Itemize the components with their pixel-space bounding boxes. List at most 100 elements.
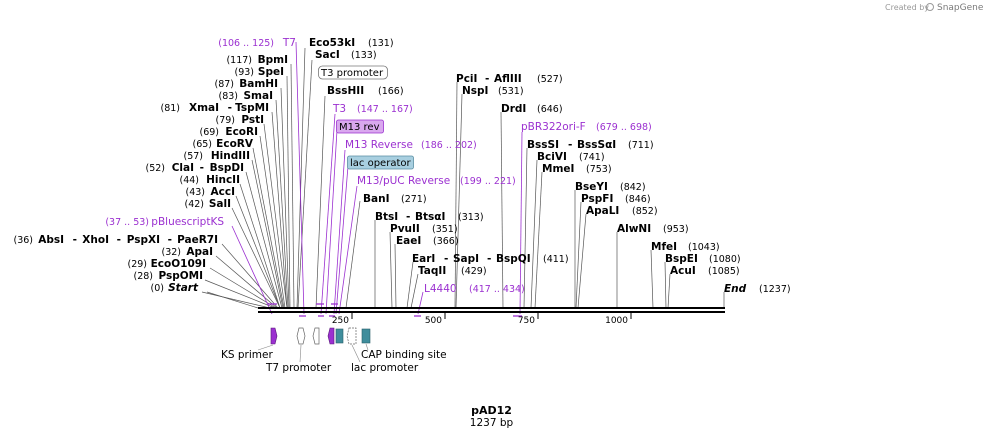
site-mmei[interactable]: MmeI bbox=[542, 163, 574, 175]
m13-rev-box bbox=[336, 119, 384, 134]
primer-pbr322ori-label[interactable]: pBR322ori-F bbox=[521, 121, 586, 133]
site-sapi[interactable]: SapI bbox=[453, 253, 479, 265]
t7-promoter-arrow-icon[interactable] bbox=[296, 327, 306, 345]
primer-t7-label[interactable]: T7 bbox=[282, 37, 296, 49]
site-btsai[interactable]: BtsαI bbox=[415, 211, 445, 223]
primer-m13puc-label[interactable]: M13/pUC Reverse bbox=[357, 175, 450, 187]
site-pvuii[interactable]: PvuII bbox=[390, 223, 420, 235]
t3-promoter-box bbox=[318, 65, 388, 80]
primer-leader-lines bbox=[231, 41, 523, 315]
site-acci[interactable]: AccI bbox=[211, 186, 235, 198]
site-xmai-pos: (81) bbox=[160, 103, 180, 114]
site-bcivi[interactable]: BciVI bbox=[537, 151, 567, 163]
site-btsi-pos: (313) bbox=[458, 212, 484, 223]
cap-binding-site-label: CAP binding site bbox=[361, 349, 447, 361]
site-acui[interactable]: AcuI bbox=[670, 265, 696, 277]
site-pspfi[interactable]: PspFI bbox=[581, 193, 613, 205]
site-hindiii[interactable]: HindIII bbox=[211, 150, 250, 162]
site-nspi[interactable]: NspI bbox=[462, 85, 488, 97]
site-bsssi[interactable]: BssSI bbox=[527, 139, 559, 151]
site-separator: - bbox=[117, 234, 121, 246]
site-pspomi-pos: (28) bbox=[133, 271, 153, 282]
site-apali-pos: (852) bbox=[632, 206, 658, 217]
site-pspomi[interactable]: PspOMI bbox=[158, 270, 203, 282]
lac-promoter-arrow-icon[interactable] bbox=[346, 327, 357, 345]
site-bsssi-pos: (711) bbox=[628, 140, 654, 151]
site-nspi-pos: (531) bbox=[498, 86, 524, 97]
site-drdi[interactable]: DrdI bbox=[501, 103, 526, 115]
site-taqii-pos: (429) bbox=[461, 266, 487, 277]
site-pspxi[interactable]: PspXI bbox=[127, 234, 160, 246]
site-bpmi[interactable]: BpmI bbox=[258, 54, 288, 66]
site-eco53ki-pos: (131) bbox=[368, 38, 394, 49]
site-apali[interactable]: ApaLI bbox=[586, 205, 619, 217]
site-sali[interactable]: SalI bbox=[209, 198, 231, 210]
site-bspei[interactable]: BspEI bbox=[665, 253, 698, 265]
site-bani[interactable]: BanI bbox=[363, 193, 389, 205]
site-apai[interactable]: ApaI bbox=[186, 246, 213, 258]
site-separator: - bbox=[168, 234, 172, 246]
site-spei[interactable]: SpeI bbox=[258, 66, 284, 78]
site-xhoi[interactable]: XhoI bbox=[82, 234, 109, 246]
primer-l4440-label[interactable]: L4440 bbox=[424, 283, 457, 295]
site-afliii[interactable]: AflIII bbox=[494, 73, 522, 85]
site-pvuii-pos: (351) bbox=[432, 224, 458, 235]
site-bpmi-pos: (117) bbox=[226, 55, 252, 66]
primer-t3-label[interactable]: T3 bbox=[332, 103, 346, 115]
tick-1000: 1000 bbox=[605, 316, 628, 326]
site-bamhi[interactable]: BamHI bbox=[239, 78, 278, 90]
site-psti[interactable]: PstI bbox=[241, 114, 264, 126]
t7-promoter-label: T7 promoter bbox=[265, 362, 332, 374]
site-clai[interactable]: ClaI bbox=[172, 162, 194, 174]
site-spei-pos: (93) bbox=[234, 67, 254, 78]
site-tspmi[interactable]: TspMI bbox=[235, 102, 269, 114]
site-eaei-pos: (366) bbox=[433, 236, 459, 247]
site-mfei-pos: (1043) bbox=[688, 242, 720, 253]
site-alwni[interactable]: AlwNI bbox=[617, 223, 651, 235]
site-eari[interactable]: EarI bbox=[412, 253, 435, 265]
t3-promoter-arrow-icon[interactable] bbox=[312, 327, 320, 345]
m13-rev-arrow-icon[interactable] bbox=[327, 327, 335, 345]
site-ecori[interactable]: EcoRI bbox=[225, 126, 258, 138]
t3-promoter-label[interactable]: T3 promoter bbox=[320, 68, 384, 79]
site-ecoo109i[interactable]: EcoO109I bbox=[151, 258, 206, 270]
site-bseyi[interactable]: BseYI bbox=[575, 181, 608, 193]
site-ecorv[interactable]: EcoRV bbox=[216, 138, 254, 150]
primer-marks bbox=[268, 303, 522, 317]
site-bspei-pos: (1080) bbox=[709, 254, 741, 265]
lac-operator-glyph[interactable] bbox=[335, 328, 344, 344]
site-taqii[interactable]: TaqII bbox=[418, 265, 446, 277]
site-acci-pos: (43) bbox=[185, 187, 205, 198]
primer-m13rev-label[interactable]: M13 rev bbox=[339, 122, 380, 133]
lac-operator-label[interactable]: lac operator bbox=[350, 158, 411, 169]
site-ecorv-pos: (65) bbox=[192, 139, 212, 150]
plasmid-name: pAD12 bbox=[471, 404, 512, 417]
site-mfei[interactable]: MfeI bbox=[651, 241, 677, 253]
sequence-backbone-top bbox=[258, 307, 725, 309]
primer-m13reverse-label[interactable]: M13 Reverse bbox=[345, 139, 413, 151]
primer-pbluescriptks-label[interactable]: pBluescriptKS bbox=[151, 216, 224, 228]
site-separator: - bbox=[73, 234, 77, 246]
site-smai[interactable]: SmaI bbox=[244, 90, 274, 102]
site-bspqi[interactable]: BspQI bbox=[496, 253, 531, 265]
site-bsshii[interactable]: BssHII bbox=[327, 85, 364, 97]
site-paer7i[interactable]: PaeR7I bbox=[177, 234, 218, 246]
site-bsssai[interactable]: BssSαI bbox=[577, 139, 616, 151]
site-bspdi[interactable]: BspDI bbox=[210, 162, 244, 174]
ks-primer-arrow-icon[interactable] bbox=[270, 327, 278, 345]
site-hincii[interactable]: HincII bbox=[206, 174, 240, 186]
cap-binding-site-glyph[interactable] bbox=[361, 328, 371, 344]
site-separator: - bbox=[406, 211, 410, 223]
site-absi[interactable]: AbsI bbox=[38, 234, 64, 246]
site-btsi[interactable]: BtsI bbox=[375, 211, 398, 223]
site-eco53ki[interactable]: Eco53kI bbox=[309, 37, 355, 49]
site-xmai[interactable]: XmaI bbox=[189, 102, 219, 114]
end-label: End bbox=[724, 283, 747, 295]
start-label: Start bbox=[168, 282, 199, 294]
site-acui-pos: (1085) bbox=[708, 266, 740, 277]
site-eari-pos: (411) bbox=[543, 254, 569, 265]
site-pcii[interactable]: PciI bbox=[456, 73, 477, 85]
site-eaei[interactable]: EaeI bbox=[396, 235, 421, 247]
site-saci[interactable]: SacI bbox=[315, 49, 340, 61]
site-separator: - bbox=[487, 253, 491, 265]
